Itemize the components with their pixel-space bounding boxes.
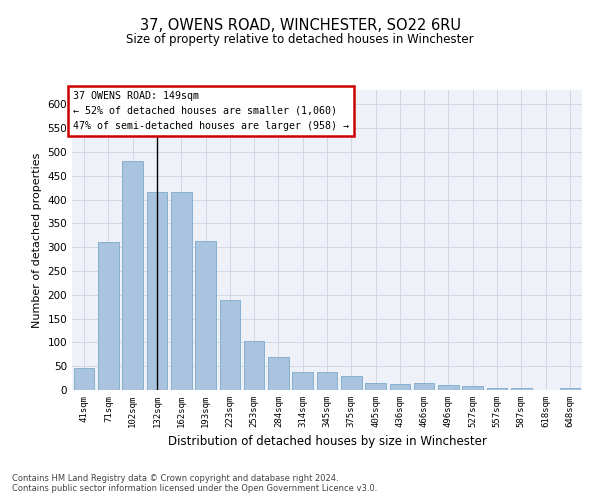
Bar <box>98 242 119 390</box>
Text: Contains public sector information licensed under the Open Government Licence v3: Contains public sector information licen… <box>12 484 377 493</box>
Bar <box>414 383 434 390</box>
Bar <box>220 300 240 390</box>
Text: Size of property relative to detached houses in Winchester: Size of property relative to detached ho… <box>126 32 474 46</box>
Bar <box>195 241 216 390</box>
Bar <box>438 385 459 390</box>
Text: 37, OWENS ROAD, WINCHESTER, SO22 6RU: 37, OWENS ROAD, WINCHESTER, SO22 6RU <box>139 18 461 32</box>
Bar <box>341 376 362 390</box>
Bar <box>365 384 386 390</box>
Bar <box>560 388 580 390</box>
Bar <box>463 386 483 390</box>
Bar <box>268 356 289 390</box>
Bar <box>292 372 313 390</box>
Bar <box>122 162 143 390</box>
X-axis label: Distribution of detached houses by size in Winchester: Distribution of detached houses by size … <box>167 436 487 448</box>
Bar <box>171 192 191 390</box>
Bar <box>146 192 167 390</box>
Bar <box>487 388 508 390</box>
Text: Contains HM Land Registry data © Crown copyright and database right 2024.: Contains HM Land Registry data © Crown c… <box>12 474 338 483</box>
Bar <box>389 384 410 390</box>
Bar <box>74 368 94 390</box>
Bar <box>244 341 265 390</box>
Bar <box>511 388 532 390</box>
Bar <box>317 372 337 390</box>
Text: 37 OWENS ROAD: 149sqm
← 52% of detached houses are smaller (1,060)
47% of semi-d: 37 OWENS ROAD: 149sqm ← 52% of detached … <box>73 91 349 130</box>
Y-axis label: Number of detached properties: Number of detached properties <box>32 152 42 328</box>
